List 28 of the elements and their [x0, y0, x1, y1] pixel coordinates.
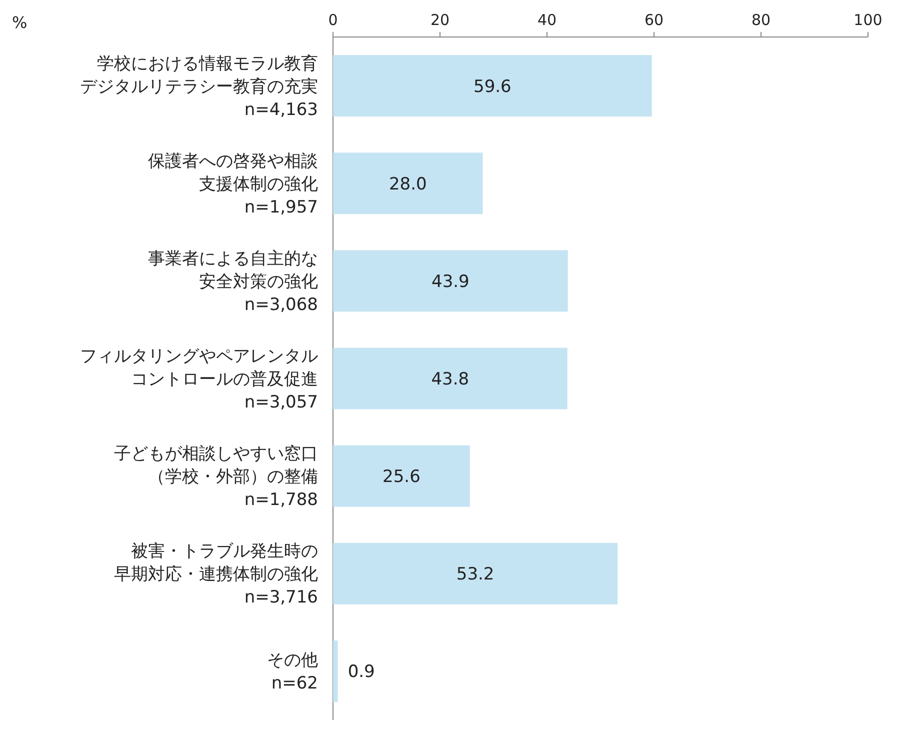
- x-tick-label: 80: [751, 11, 771, 29]
- y-tick-label: 保護者への啓発や相談支援体制の強化 n=1,957: [148, 151, 318, 218]
- y-tick-label: その他 n=62: [267, 650, 318, 694]
- y-tick-label: フィルタリングやペアレンタルコントロールの普及促進 n=3,057: [80, 346, 318, 412]
- bar: [333, 640, 338, 702]
- bar: [333, 250, 568, 312]
- data-label: 59.6: [474, 76, 512, 97]
- y-tick-label: 子どもが相談しやすい窓口（学校・外部）の整備 n=1,788: [114, 444, 318, 510]
- data-label: 43.8: [431, 370, 470, 390]
- x-tick-label: 0: [328, 11, 338, 29]
- x-tick-label: 20: [430, 11, 450, 29]
- y-tick-label: 学校における情報モラル教育デジタルリテラシー教育の充実 n=4,163: [80, 54, 318, 120]
- bar: [333, 445, 470, 507]
- bar: [333, 542, 618, 604]
- data-label: 43.9: [432, 272, 470, 292]
- bar: [333, 348, 568, 410]
- data-label: 0.9: [348, 662, 375, 682]
- x-tick-label: 60: [644, 11, 664, 29]
- bar: [333, 152, 483, 214]
- y-tick-label: 被害・トラブル発生時の早期対応・連携体制の強化 n=3,716: [114, 542, 318, 608]
- y-tick-label: 事業者による自主的な安全対策の強化 n=3,068: [148, 248, 318, 315]
- data-label: 28.0: [388, 174, 427, 194]
- data-label: 25.6: [382, 467, 420, 488]
- data-label: 53.2: [456, 564, 494, 585]
- x-tick-label: 100: [854, 11, 882, 29]
- x-tick-label: 40: [537, 11, 557, 29]
- bar: [333, 55, 652, 117]
- x-axis-title: %: [12, 13, 28, 32]
